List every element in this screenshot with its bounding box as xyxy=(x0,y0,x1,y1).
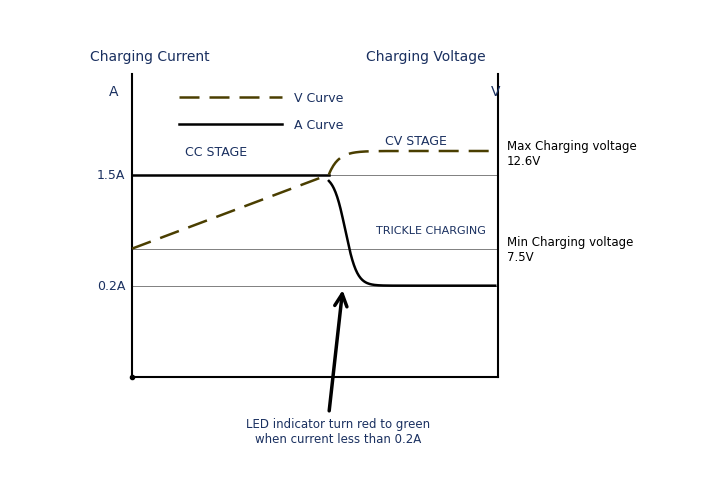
Text: 1.5A: 1.5A xyxy=(97,168,125,182)
Text: Charging Voltage: Charging Voltage xyxy=(366,50,486,64)
Text: Max Charging voltage
12.6V: Max Charging voltage 12.6V xyxy=(507,139,637,168)
Text: CC STAGE: CC STAGE xyxy=(185,145,248,158)
Text: 0.2A: 0.2A xyxy=(97,279,125,293)
Text: V: V xyxy=(491,84,500,98)
Text: A Curve: A Curve xyxy=(294,118,343,132)
Text: TRICKLE CHARGING: TRICKLE CHARGING xyxy=(376,226,486,236)
Text: LED indicator turn red to green
when current less than 0.2A: LED indicator turn red to green when cur… xyxy=(246,417,430,445)
Text: V Curve: V Curve xyxy=(294,91,343,105)
Text: Charging Current: Charging Current xyxy=(90,50,209,64)
Text: Min Charging voltage
7.5V: Min Charging voltage 7.5V xyxy=(507,235,633,263)
Text: A: A xyxy=(109,84,118,98)
Text: CV STAGE: CV STAGE xyxy=(385,135,447,148)
